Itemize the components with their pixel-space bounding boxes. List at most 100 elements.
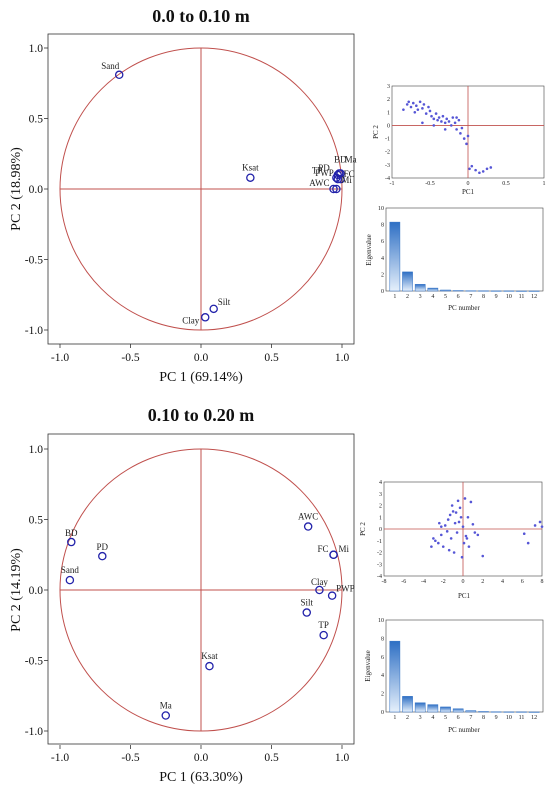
score-point: [470, 164, 474, 168]
inset-y-label: PC 2: [359, 522, 367, 536]
score-point: [455, 531, 459, 534]
eigen-x-tick: 9: [495, 294, 498, 300]
eigen-y-tick: 0: [381, 289, 384, 295]
loading-point: [205, 661, 214, 671]
point-label: Ma: [160, 700, 172, 710]
loading-point: [332, 184, 341, 194]
score-point: [409, 105, 413, 109]
point-label: Silt: [300, 598, 313, 608]
score-point: [447, 548, 451, 552]
x-tick-label: 1.0: [335, 352, 350, 364]
eigen-y-tick: 8: [381, 636, 384, 642]
eigen-bar: [389, 640, 401, 713]
loading-point: [336, 174, 345, 184]
eigen-y-tick: 4: [381, 256, 384, 262]
eigen-y-tick: 6: [381, 239, 384, 245]
eigen-y-tick: 2: [381, 692, 384, 698]
point-label: Clay: [182, 315, 199, 325]
eigen-bar: [389, 221, 401, 292]
score-point: [478, 171, 481, 175]
score-point: [460, 555, 464, 559]
score-point: [436, 118, 439, 122]
eigen-x-tick: 1: [393, 715, 396, 721]
eigen-y-tick: 10: [378, 618, 384, 624]
inset-y-tick: -4: [385, 176, 390, 182]
eigen-x-tick: 2: [406, 294, 409, 300]
eigen-x-tick: 3: [419, 294, 422, 300]
eigen-x-tick: 11: [519, 715, 525, 721]
point-label: Ksat: [201, 651, 218, 661]
score-point: [476, 533, 480, 537]
inset-x-tick: 2: [481, 579, 484, 585]
score-point: [432, 537, 435, 540]
point-label: BD: [334, 154, 347, 164]
inset-y-tick: 0: [379, 527, 382, 533]
score-point: [446, 518, 450, 521]
score-point: [466, 515, 470, 519]
eigen-bar: [414, 702, 426, 713]
inset-y-tick: 3: [379, 492, 382, 498]
point-label: Mi: [339, 544, 350, 554]
pca-loading-plot-top: 0.0 to 0.10 m -1.0 -0.5 0.0 0.5 1.0 1.0 0.5 0.0…: [9, 6, 357, 385]
y-tick-label: -1.0: [25, 325, 43, 337]
score-point: [434, 112, 438, 115]
score-point: [445, 117, 449, 121]
inset-x-label: PC1: [458, 592, 471, 600]
inset-x-tick: 4: [501, 579, 504, 585]
score-point: [424, 112, 428, 115]
score-point: [459, 132, 462, 135]
point-label: PD: [97, 542, 109, 552]
score-point: [462, 137, 466, 140]
eigen-bar: [402, 696, 413, 713]
eigen-x-tick: 5: [444, 715, 447, 721]
eigen-y-tick: 4: [381, 673, 384, 679]
y-tick-label: 0.5: [29, 515, 44, 527]
inset-x-tick: -2: [441, 579, 446, 585]
score-point: [461, 525, 465, 528]
eigen-y-tick: 2: [381, 272, 384, 278]
loading-point: [332, 173, 341, 182]
pca-loading-plot-bottom: 0.10 to 0.20 m -1.0 -0.5 0.0 0.5 1.0 1.0 0.5 0.…: [9, 405, 355, 785]
loading-point: [302, 608, 311, 617]
point-label: Mi: [341, 175, 352, 185]
score-point: [449, 537, 453, 540]
score-point: [411, 101, 415, 105]
eigen-y-tick: 6: [381, 655, 384, 661]
y-tick-label: -0.5: [25, 255, 43, 267]
x-tick-label: 0.5: [264, 752, 279, 764]
eigen-x-tick: 7: [469, 294, 472, 300]
score-point: [422, 103, 426, 106]
eigen-x-tick: 5: [444, 294, 447, 300]
loading-point: [329, 550, 338, 560]
score-point: [474, 168, 477, 172]
plot-frame: [47, 433, 355, 745]
score-point: [466, 134, 470, 138]
point-label: Sand: [61, 565, 80, 575]
score-point: [437, 541, 440, 545]
score-point: [457, 118, 461, 122]
loading-point: [303, 522, 313, 531]
loading-point: [65, 575, 75, 585]
point-label: AWC: [298, 512, 318, 522]
loading-point: [319, 630, 328, 640]
score-point: [443, 121, 447, 125]
score-point: [540, 525, 544, 528]
loading-plot-body: -1.0 -0.5 0.0 0.5 1.0 1.0 0.5 0.0 -0.5 -1.0 AWC FC M…: [25, 444, 355, 764]
score-point: [416, 108, 420, 111]
eigen-bar: [440, 706, 451, 713]
inset-x-label: PC number: [448, 304, 480, 312]
inset-y-tick: -4: [377, 574, 382, 580]
eigen-bar: [402, 271, 413, 292]
score-point: [445, 530, 449, 533]
score-point: [402, 108, 405, 111]
score-point: [481, 170, 485, 173]
inset-x-label: PC1: [462, 188, 475, 196]
point-label: FC: [344, 169, 355, 179]
inset-x-tick: 0: [467, 181, 470, 187]
score-point: [452, 551, 456, 554]
x-axis-label: PC 1 (63.30%): [159, 770, 243, 785]
inset-y-label: Eigenvalue: [365, 234, 373, 266]
inset-x-tick: -8: [382, 579, 387, 585]
score-point: [460, 126, 464, 130]
point-label: AWC: [309, 178, 329, 188]
